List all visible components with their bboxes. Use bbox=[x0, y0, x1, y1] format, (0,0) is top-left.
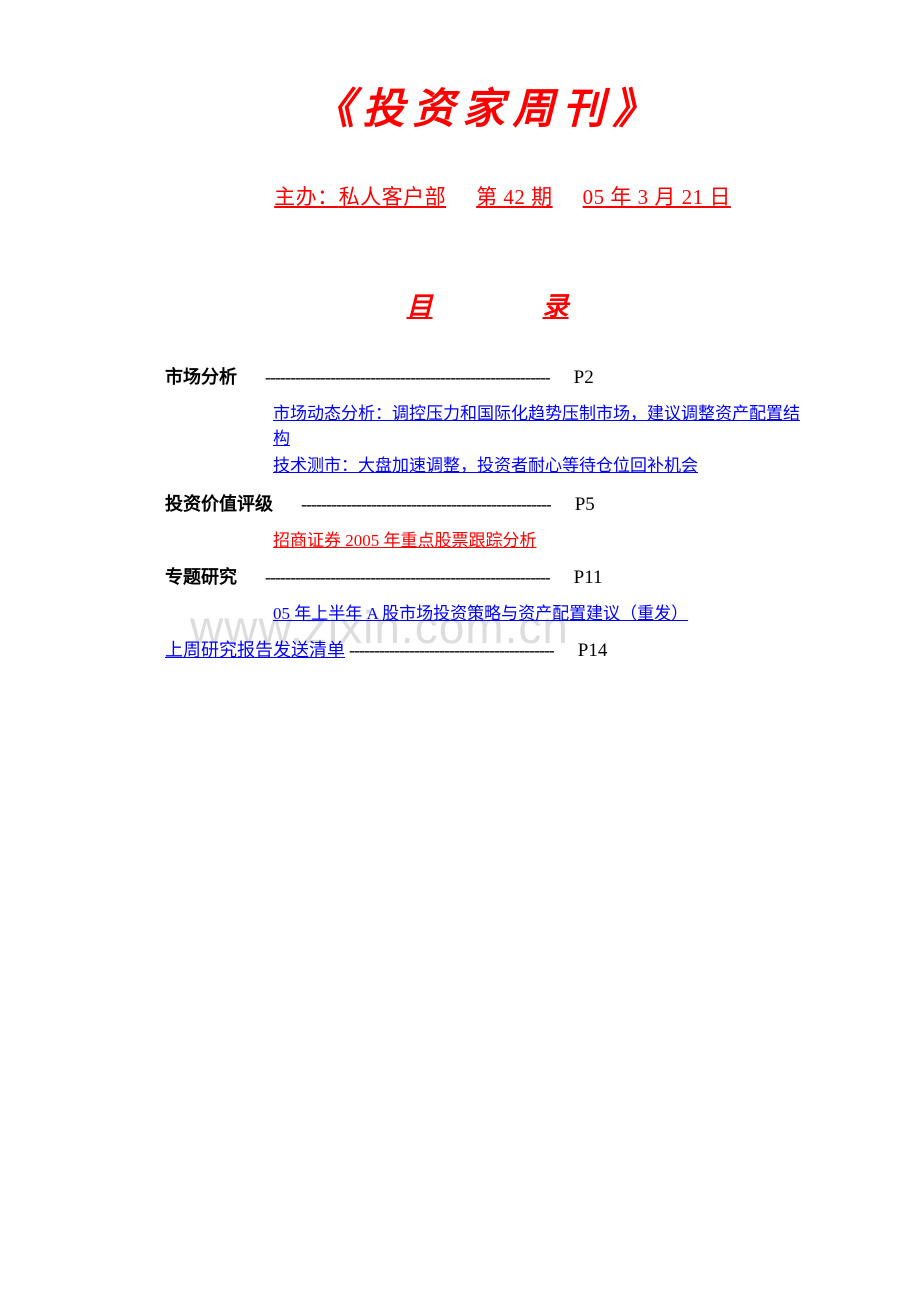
page-number: P11 bbox=[574, 567, 603, 589]
issue-number: 第 42 期 bbox=[476, 185, 553, 209]
table-of-contents: 市场分析 -----------------------------------… bbox=[165, 363, 810, 662]
issue-date: 05 年 3 月 21 日 bbox=[583, 185, 731, 209]
toc-char1: 目 bbox=[406, 292, 432, 321]
toc-section-row: 投资价值评级 ---------------------------------… bbox=[165, 490, 810, 516]
toc-section-row: 上周研究报告发送清单 -----------------------------… bbox=[165, 636, 810, 662]
toc-heading: 目录 bbox=[165, 286, 810, 323]
page-number: P14 bbox=[578, 640, 608, 662]
toc-section-row: 市场分析 -----------------------------------… bbox=[165, 363, 810, 389]
toc-link[interactable]: 招商证券 2005 年重点股票跟踪分析 bbox=[273, 526, 810, 551]
toc-link[interactable]: 05 年上半年 A 股市场投资策略与资产配置建议（重发） bbox=[273, 599, 810, 624]
toc-link[interactable]: 技术测市：大盘加速调整，投资者耐心等待仓位回补机会 bbox=[273, 451, 810, 476]
toc-dashes: ----------------------------------------… bbox=[265, 367, 550, 388]
page-number: P5 bbox=[575, 494, 595, 516]
toc-dashes: ----------------------------------------… bbox=[349, 640, 554, 661]
document-subtitle: 主办：私人客户部 第 42 期 05 年 3 月 21 日 bbox=[195, 181, 810, 211]
toc-dashes: ----------------------------------------… bbox=[265, 567, 550, 588]
document-title: 《投资家周刊》 bbox=[165, 75, 810, 136]
page-number: P2 bbox=[574, 367, 594, 389]
toc-link[interactable]: 市场动态分析：调控压力和国际化趋势压制市场，建议调整资产配置结构 bbox=[273, 399, 810, 449]
toc-link-inline[interactable]: 上周研究报告发送清单 bbox=[165, 636, 345, 662]
toc-char2: 录 bbox=[543, 292, 569, 321]
section-title: 专题研究 bbox=[165, 563, 237, 589]
host-value: 私人客户部 bbox=[339, 185, 447, 209]
toc-section-row: 专题研究 -----------------------------------… bbox=[165, 563, 810, 589]
host-label: 主办： bbox=[274, 185, 339, 209]
toc-dashes: ----------------------------------------… bbox=[301, 494, 551, 515]
section-title: 投资价值评级 bbox=[165, 490, 273, 516]
section-title: 市场分析 bbox=[165, 363, 237, 389]
